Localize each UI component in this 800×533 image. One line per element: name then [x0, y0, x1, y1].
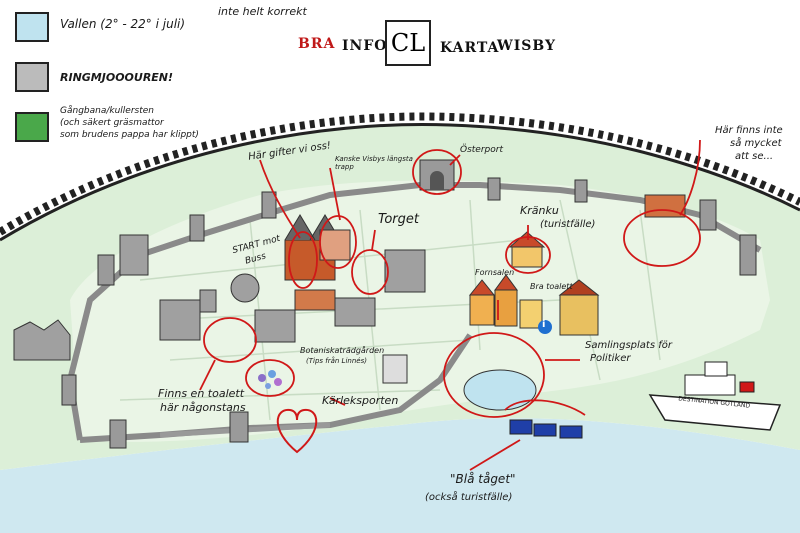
label-har-finns-1: Här finns inte [715, 125, 783, 136]
heart-icon [276, 408, 318, 454]
info-icon-glyph: i [542, 319, 546, 330]
legend-vallen-note: inte helt korrekt [218, 5, 307, 18]
label-finns-2: här någonstans [160, 401, 246, 414]
title-info: INFO [342, 38, 388, 54]
label-kanske: Kanske Visbys längsta trapp [335, 155, 413, 172]
label-bla-taget-2: (också turistfälle) [425, 492, 513, 503]
legend-path-swatch [15, 112, 49, 142]
legend-vallen-label: Vallen (2° - 22° i juli) [60, 17, 186, 31]
legend-ring-label: RINGMJOOOUREN! [60, 71, 174, 84]
wall-towers [61, 177, 757, 449]
train-icon [504, 399, 586, 439]
sea [0, 418, 800, 533]
title-bra: BRA [298, 36, 336, 52]
label-torget: Torget [378, 212, 419, 227]
legend-path-label-3: som brudens pappa har klippt) [60, 130, 199, 140]
label-botanisk-2: (Tips från Linnés) [306, 357, 367, 365]
annotation-circles [199, 139, 701, 471]
legend-vallen-swatch [15, 12, 49, 42]
label-kranku-2: (turistfälle) [540, 219, 596, 230]
label-samlingsplats-1: Samlingsplats för [585, 340, 672, 351]
label-har-finns-2: så mycket [730, 138, 782, 149]
pond [463, 369, 537, 411]
botanical-garden [258, 370, 282, 389]
title-logo-text: CL [390, 29, 426, 57]
ruins-left [13, 234, 426, 361]
label-karleksporten: Kärleksporten [322, 394, 399, 407]
town-area [70, 180, 770, 442]
label-osterport: Österport [460, 145, 503, 155]
label-finns-1: Finns en toalett [158, 387, 245, 400]
label-har-finns-3: att se... [735, 151, 774, 162]
label-botanisk-1: Botaniskaträdgården [300, 346, 385, 355]
legend-path-label-2: (och säkert gräsmattor [60, 118, 164, 128]
label-kranku-1: Kränku [520, 204, 559, 217]
title-karta: KARTA [440, 40, 500, 56]
legend-path-label-1: Gångbana/kullersten [60, 106, 154, 116]
outer-wall-arc [0, 123, 800, 242]
fornsalen-houses [468, 274, 543, 329]
label-bla-taget-1: "Blå tåget" [450, 472, 516, 486]
info-icon [538, 320, 552, 334]
house-karleksporten [382, 354, 408, 384]
title-logo: CL [385, 20, 431, 66]
label-samlingsplats-2: Politiker [590, 353, 631, 364]
label-bra-toalett: Bra toalett [530, 282, 573, 291]
ferry-icon [648, 361, 782, 431]
outer-wall-crenels [0, 112, 800, 236]
legend-ring-swatch [15, 62, 49, 92]
red-roof-house [294, 289, 336, 311]
label-fornsalen: Fornsalen [475, 268, 515, 277]
yellow-building [558, 279, 600, 336]
title-wisby: WISBY [497, 38, 556, 54]
osterport-gate [419, 159, 455, 191]
